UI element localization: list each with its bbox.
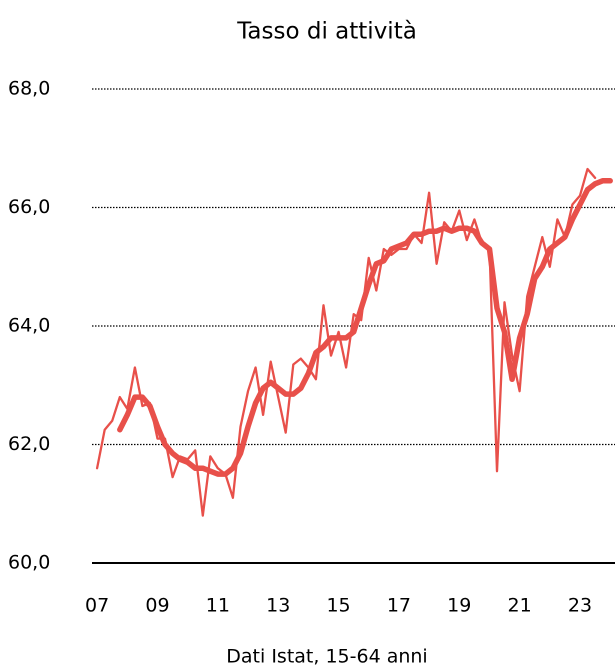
- y-tick-label: 60,0: [8, 552, 50, 574]
- x-axis-label: Dati Istat, 15-64 anni: [226, 646, 427, 668]
- x-tick-label: 11: [206, 595, 230, 617]
- trend-line: [117, 178, 613, 477]
- chart-title: Tasso di attività: [236, 19, 417, 45]
- y-tick-label: 66,0: [8, 196, 50, 218]
- x-tick-label: 23: [568, 595, 592, 617]
- x-tick-label: 15: [326, 595, 350, 617]
- x-tick-label: 21: [508, 595, 532, 617]
- y-tick-label: 62,0: [8, 433, 50, 455]
- x-tick-label: 13: [266, 595, 290, 617]
- y-tick-label: 64,0: [8, 315, 50, 337]
- x-tick-label: 19: [447, 595, 471, 617]
- x-tick-label: 09: [145, 595, 169, 617]
- y-tick-label: 68,0: [8, 78, 50, 100]
- x-tick-label: 07: [85, 595, 109, 617]
- x-tick-label: 17: [387, 595, 411, 617]
